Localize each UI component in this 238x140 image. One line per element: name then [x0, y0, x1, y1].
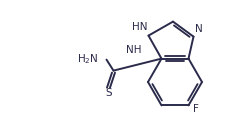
Text: NH: NH — [126, 45, 141, 55]
Text: HN: HN — [132, 22, 148, 32]
Text: N: N — [195, 24, 203, 34]
Text: H$_2$N: H$_2$N — [77, 52, 99, 66]
Text: F: F — [193, 104, 199, 114]
Text: S: S — [105, 88, 112, 98]
